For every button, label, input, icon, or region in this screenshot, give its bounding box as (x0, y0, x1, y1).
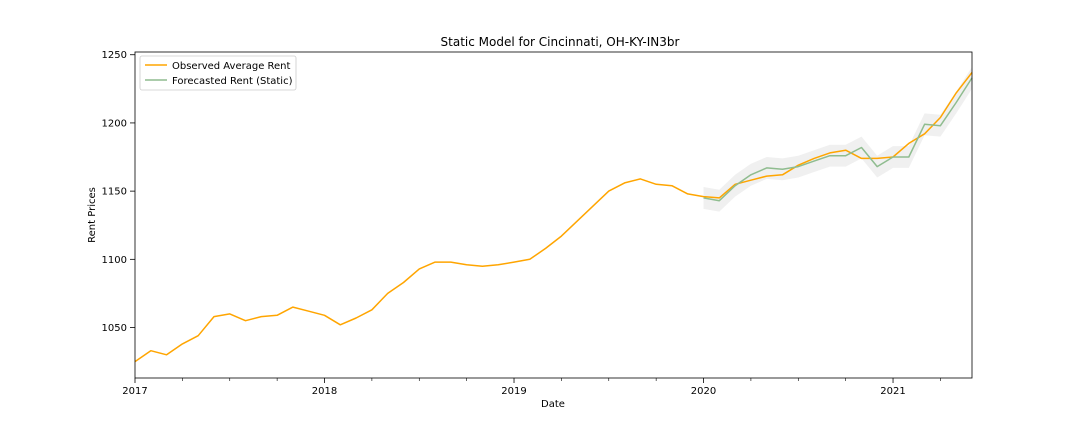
x-tick-label: 2021 (880, 386, 905, 397)
confidence-band-layer (703, 67, 972, 212)
legend-label-observed: Observed Average Rent (172, 61, 291, 72)
legend-frame (139, 55, 297, 91)
y-tick-label: 1100 (102, 255, 127, 266)
legend: Observed Average Rent Forecasted Rent (S… (139, 55, 297, 91)
y-tick-label: 1200 (102, 118, 127, 129)
y-tick-label: 1050 (102, 323, 127, 334)
x-tick-label: 2018 (312, 386, 337, 397)
series-line-forecasted-rent (703, 77, 973, 202)
x-axis: 2017 2018 2019 2020 2021 (122, 378, 941, 397)
y-tick-label: 1250 (102, 50, 127, 61)
x-axis-label: Date (541, 399, 565, 410)
y-tick-label: 1150 (102, 187, 127, 198)
legend-label-forecast: Forecasted Rent (Static) (172, 76, 293, 87)
plot-frame (134, 51, 973, 379)
series-line-layer (134, 72, 973, 363)
series-line-observed-average-rent (134, 72, 973, 363)
plot-area (134, 51, 973, 379)
y-axis-label: Rent Prices (87, 187, 98, 243)
forecast-confidence-band (703, 67, 972, 212)
y-axis: 1050 1100 1150 1200 1250 (102, 50, 135, 334)
x-tick-label: 2019 (501, 386, 526, 397)
x-tick-label: 2017 (122, 386, 147, 397)
x-tick-label: 2020 (691, 386, 716, 397)
chart-title: Static Model for Cincinnati, OH-KY-IN3br (441, 35, 680, 49)
